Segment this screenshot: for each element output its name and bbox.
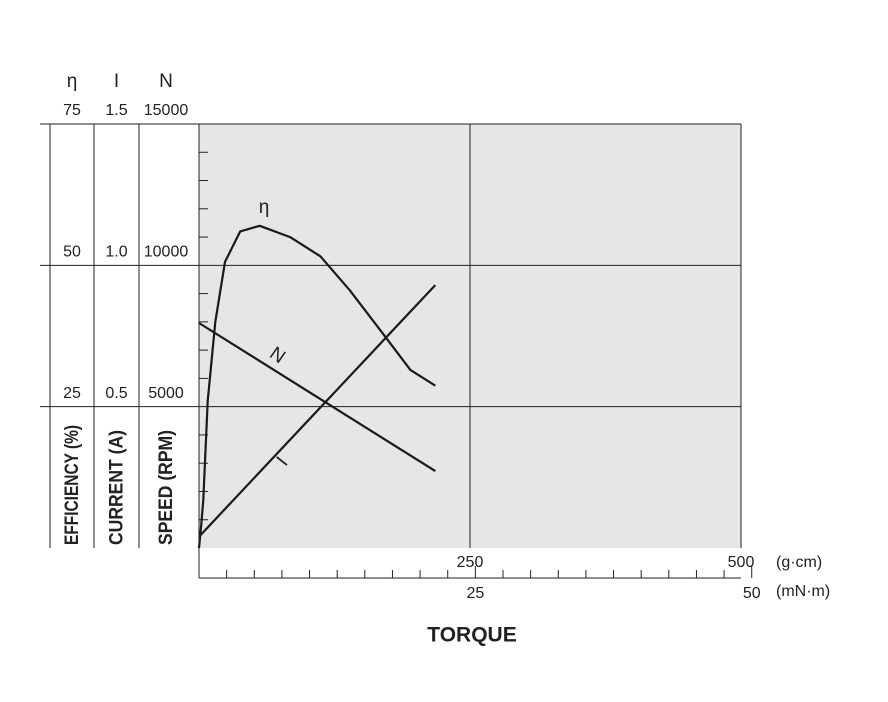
series-line xyxy=(198,322,436,473)
y-axis-symbol: N xyxy=(159,71,173,92)
x-tick-label: 250 xyxy=(457,554,484,571)
series-line xyxy=(197,224,436,549)
x-unit: (g·cm) xyxy=(776,554,822,571)
series-line xyxy=(198,284,437,538)
y-axis-symbol: I xyxy=(114,71,119,92)
x-tick-label: 500 xyxy=(728,554,755,571)
y-tick-label: 10000 xyxy=(144,244,189,261)
x2-tick-label: 50 xyxy=(743,585,761,602)
y-axis-title: EFFICIENCY (%) xyxy=(62,425,83,545)
y-tick-label: 25 xyxy=(63,385,81,402)
x-axis-title: TORQUE xyxy=(427,624,516,647)
y-axis-title: CURRENT (A) xyxy=(107,430,128,545)
y-axis-title: SPEED (RPM) xyxy=(156,430,177,545)
y-tick-label: 1.5 xyxy=(105,102,127,119)
series-label: η xyxy=(259,197,270,218)
y-tick-label: 50 xyxy=(63,244,81,261)
y-tick-label: 5000 xyxy=(148,385,184,402)
y-tick-label: 75 xyxy=(63,102,81,119)
y-tick-label: 1.0 xyxy=(105,244,127,261)
x2-tick-label: 25 xyxy=(466,585,484,602)
y-axis-symbol: η xyxy=(67,71,78,92)
y-tick-label: 15000 xyxy=(144,102,189,119)
x2-unit: (mN·m) xyxy=(776,583,830,600)
y-tick-label: 0.5 xyxy=(105,385,127,402)
